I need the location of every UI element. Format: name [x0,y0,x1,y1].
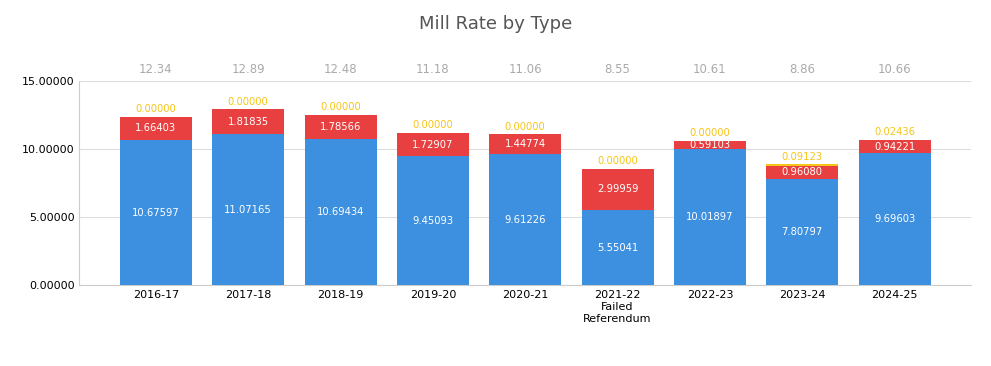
Bar [120,117,192,139]
Text: 1.44774: 1.44774 [504,139,546,149]
Text: 0.59103: 0.59103 [690,139,730,150]
Bar [212,134,284,285]
Bar [212,109,284,134]
Text: 9.69603: 9.69603 [874,214,916,224]
Text: 11.07165: 11.07165 [224,205,273,215]
Bar [858,140,931,153]
Text: 0.02436: 0.02436 [874,127,915,137]
Bar [304,139,377,285]
Bar [490,134,561,154]
Bar [490,154,561,285]
Text: 0.00000: 0.00000 [504,122,546,132]
Text: 0.00000: 0.00000 [320,102,361,112]
Bar [766,166,838,179]
Text: 0.96080: 0.96080 [782,167,823,177]
Text: 0.00000: 0.00000 [136,104,176,115]
Text: 10.01897: 10.01897 [686,212,733,222]
Bar [766,164,838,166]
Text: 0.94221: 0.94221 [874,142,916,152]
Bar [766,179,838,285]
Bar [674,141,746,149]
Text: 10.69434: 10.69434 [317,208,365,217]
Bar [582,210,654,285]
Text: 0.00000: 0.00000 [412,120,453,130]
Text: 2.99959: 2.99959 [597,184,638,194]
Text: 5.55041: 5.55041 [597,243,638,253]
Text: 9.45093: 9.45093 [412,216,454,226]
Text: 1.66403: 1.66403 [136,123,176,133]
Text: 9.61226: 9.61226 [504,215,546,225]
Bar [858,153,931,285]
Bar [396,156,469,285]
Text: 0.09123: 0.09123 [782,152,823,162]
Text: Mill Rate by Type: Mill Rate by Type [419,15,572,33]
Text: 1.72907: 1.72907 [412,139,454,150]
Text: 7.80797: 7.80797 [782,227,823,237]
Text: 0.00000: 0.00000 [598,156,638,166]
Bar [304,115,377,139]
Bar [674,149,746,285]
Bar [396,133,469,156]
Text: 10.67597: 10.67597 [132,208,179,217]
Bar [120,139,192,285]
Text: 0.00000: 0.00000 [690,128,730,138]
Bar [582,169,654,210]
Text: 0.00000: 0.00000 [228,97,269,107]
Text: 1.81835: 1.81835 [228,117,269,127]
Text: 1.78566: 1.78566 [320,122,362,132]
